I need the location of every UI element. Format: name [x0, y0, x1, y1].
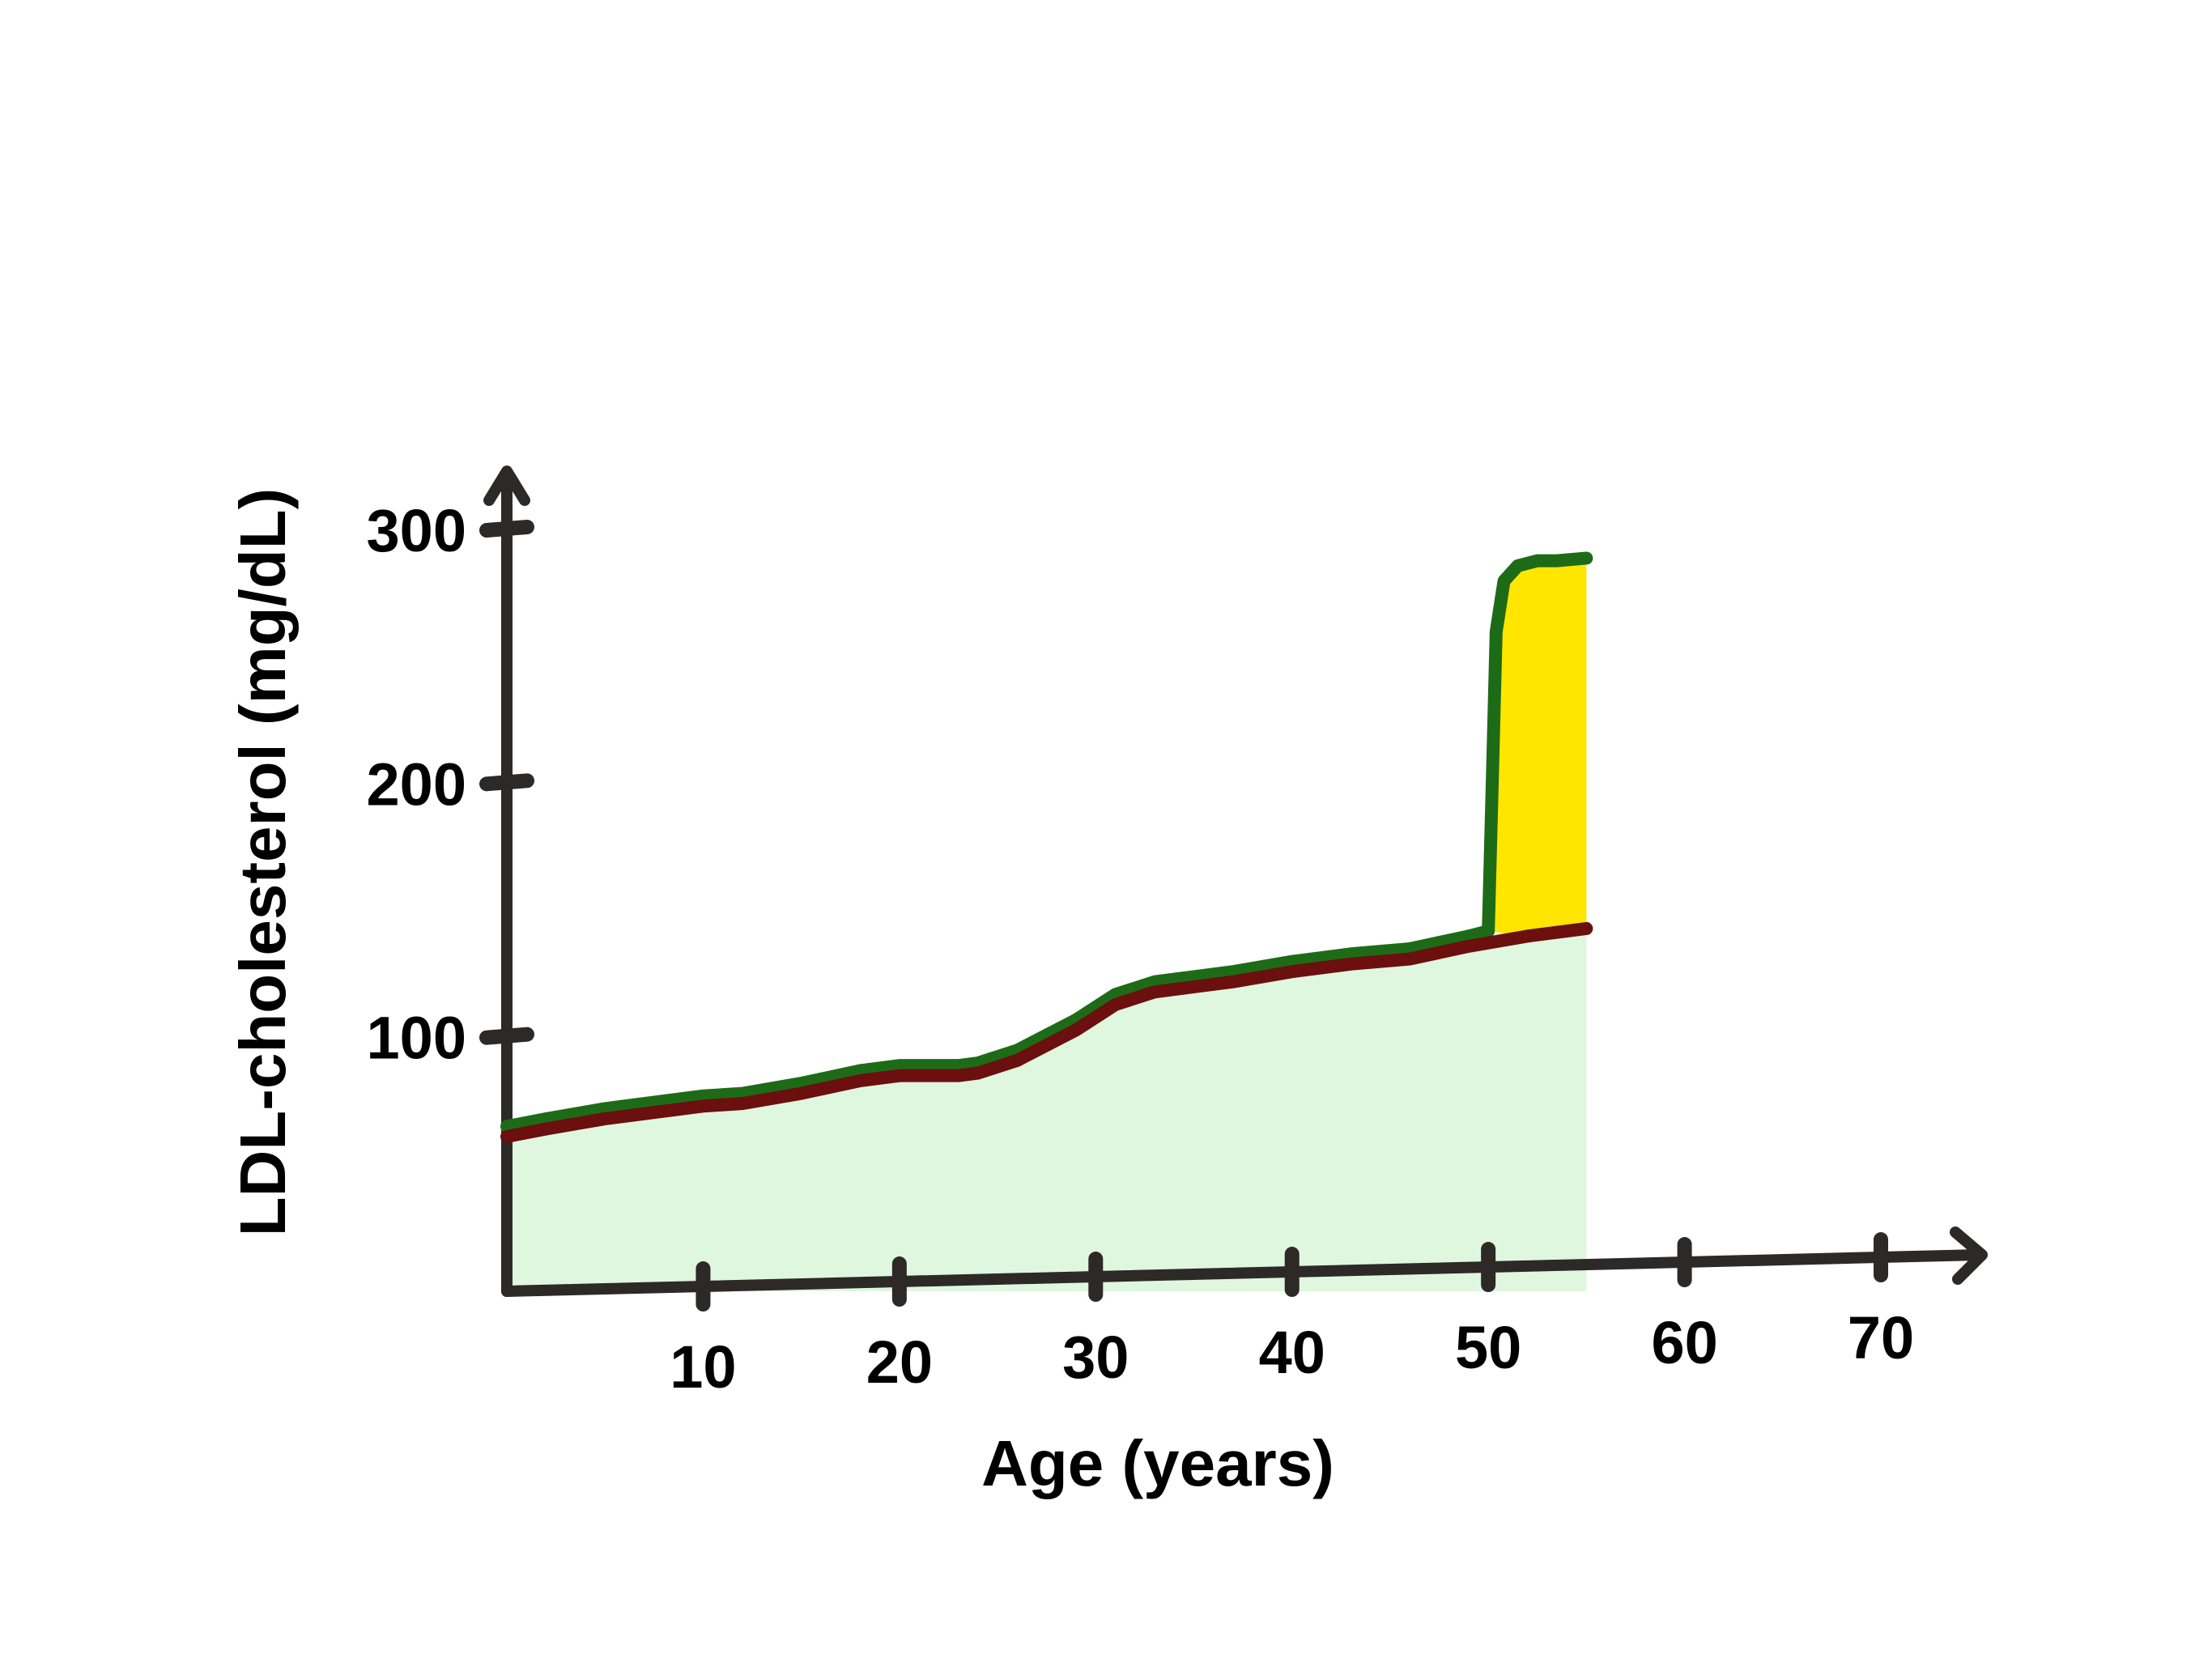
y-tick-label-200: 200: [367, 750, 466, 818]
data-point-s2-20: [1525, 933, 1531, 939]
y-tick-200: [479, 773, 534, 792]
data-point-s0-7: [896, 1062, 903, 1069]
data-point-s2-9: [975, 1070, 981, 1077]
data-point-s0-17: [1347, 950, 1354, 957]
data-point-s0-8: [955, 1062, 962, 1069]
data-point-s1-3: [1501, 578, 1508, 585]
data-point-s0-19: [1465, 933, 1472, 939]
series-line-red: [500, 921, 1593, 1143]
data-point-s0-9: [975, 1060, 981, 1066]
data-point-s1-4: [1515, 563, 1521, 569]
data-point-s2-10: [1014, 1057, 1020, 1064]
data-point-s2-13: [1151, 988, 1158, 995]
data-point-s1-2: [1493, 628, 1499, 635]
area-layer: [507, 558, 1587, 1291]
excess-area: [1488, 558, 1587, 937]
data-point-s2-17: [1347, 961, 1354, 967]
data-point-s2-1: [542, 1125, 549, 1132]
data-point-s0-12: [1112, 991, 1119, 997]
axes-layer: [479, 466, 1988, 1312]
data-point-s0-5: [798, 1080, 805, 1086]
y-axis-arrow: [483, 466, 530, 506]
series-line-green-spike: [1482, 551, 1593, 938]
data-point-s2-11: [1073, 1027, 1079, 1033]
data-point-s0-6: [857, 1067, 863, 1073]
data-point-s0-4: [739, 1090, 746, 1097]
data-point-s2-8: [955, 1073, 962, 1079]
data-point-s2-12: [1112, 1001, 1119, 1008]
data-point-s0-14: [1191, 973, 1197, 980]
x-axis-arrow: [1950, 1226, 1988, 1285]
y-tick-100: [479, 1027, 534, 1045]
data-point-s0-18: [1406, 946, 1413, 952]
data-point-s0-10: [1014, 1047, 1020, 1053]
data-point-s0-15: [1230, 968, 1236, 975]
data-point-s2-18: [1406, 956, 1413, 963]
series-line-green-baseline: [500, 925, 1495, 1133]
data-point-s2-5: [798, 1090, 805, 1097]
data-point-s2-0: [504, 1133, 510, 1140]
x-axis-title: Age (years): [981, 1427, 1334, 1499]
y-tick-label-300: 300: [367, 497, 466, 564]
x-tick-label-30: 30: [1062, 1324, 1129, 1391]
y-tick-label-100: 100: [367, 1005, 466, 1072]
data-point-s2-14: [1191, 984, 1197, 990]
data-point-s1-5: [1534, 558, 1541, 564]
data-point-s2-6: [857, 1078, 863, 1084]
series-layer: [500, 551, 1593, 1143]
x-tick-label-10: 10: [670, 1333, 736, 1401]
data-point-s0-0: [504, 1123, 510, 1129]
data-point-s0-1: [542, 1116, 549, 1122]
data-point-s1-1: [1489, 780, 1495, 787]
data-point-s0-16: [1289, 959, 1295, 965]
y-tick-300: [479, 520, 534, 538]
data-point-s2-19: [1465, 943, 1472, 950]
data-point-s2-7: [896, 1073, 903, 1079]
data-point-s0-13: [1151, 979, 1158, 985]
data-point-s0-11: [1073, 1017, 1079, 1023]
x-tick-label-50: 50: [1455, 1314, 1521, 1381]
x-axis-line: [501, 1249, 1985, 1297]
data-point-s2-2: [602, 1116, 608, 1122]
data-point-s2-15: [1230, 979, 1236, 985]
y-axis-title: LDL-cholesterol (mg/dL): [227, 488, 299, 1236]
data-point-s1-0: [1485, 928, 1491, 934]
tick-label-layer: 10 20 30 40 50 60 70 100 200 300: [367, 497, 1915, 1401]
x-tick-label-60: 60: [1651, 1309, 1717, 1376]
data-point-s1-6: [1554, 558, 1560, 564]
baseline-area: [507, 928, 1587, 1291]
x-tick-label-40: 40: [1259, 1319, 1325, 1386]
data-point-s2-3: [700, 1103, 706, 1109]
data-point-s2-4: [739, 1100, 746, 1107]
data-point-s0-2: [602, 1105, 608, 1112]
x-tick-label-20: 20: [866, 1329, 933, 1396]
data-point-s1-7: [1583, 555, 1589, 561]
data-point-s2-21: [1583, 925, 1589, 932]
x-tick-label-70: 70: [1848, 1304, 1914, 1371]
data-point-s2-16: [1289, 968, 1295, 975]
data-point-s0-3: [700, 1093, 706, 1099]
